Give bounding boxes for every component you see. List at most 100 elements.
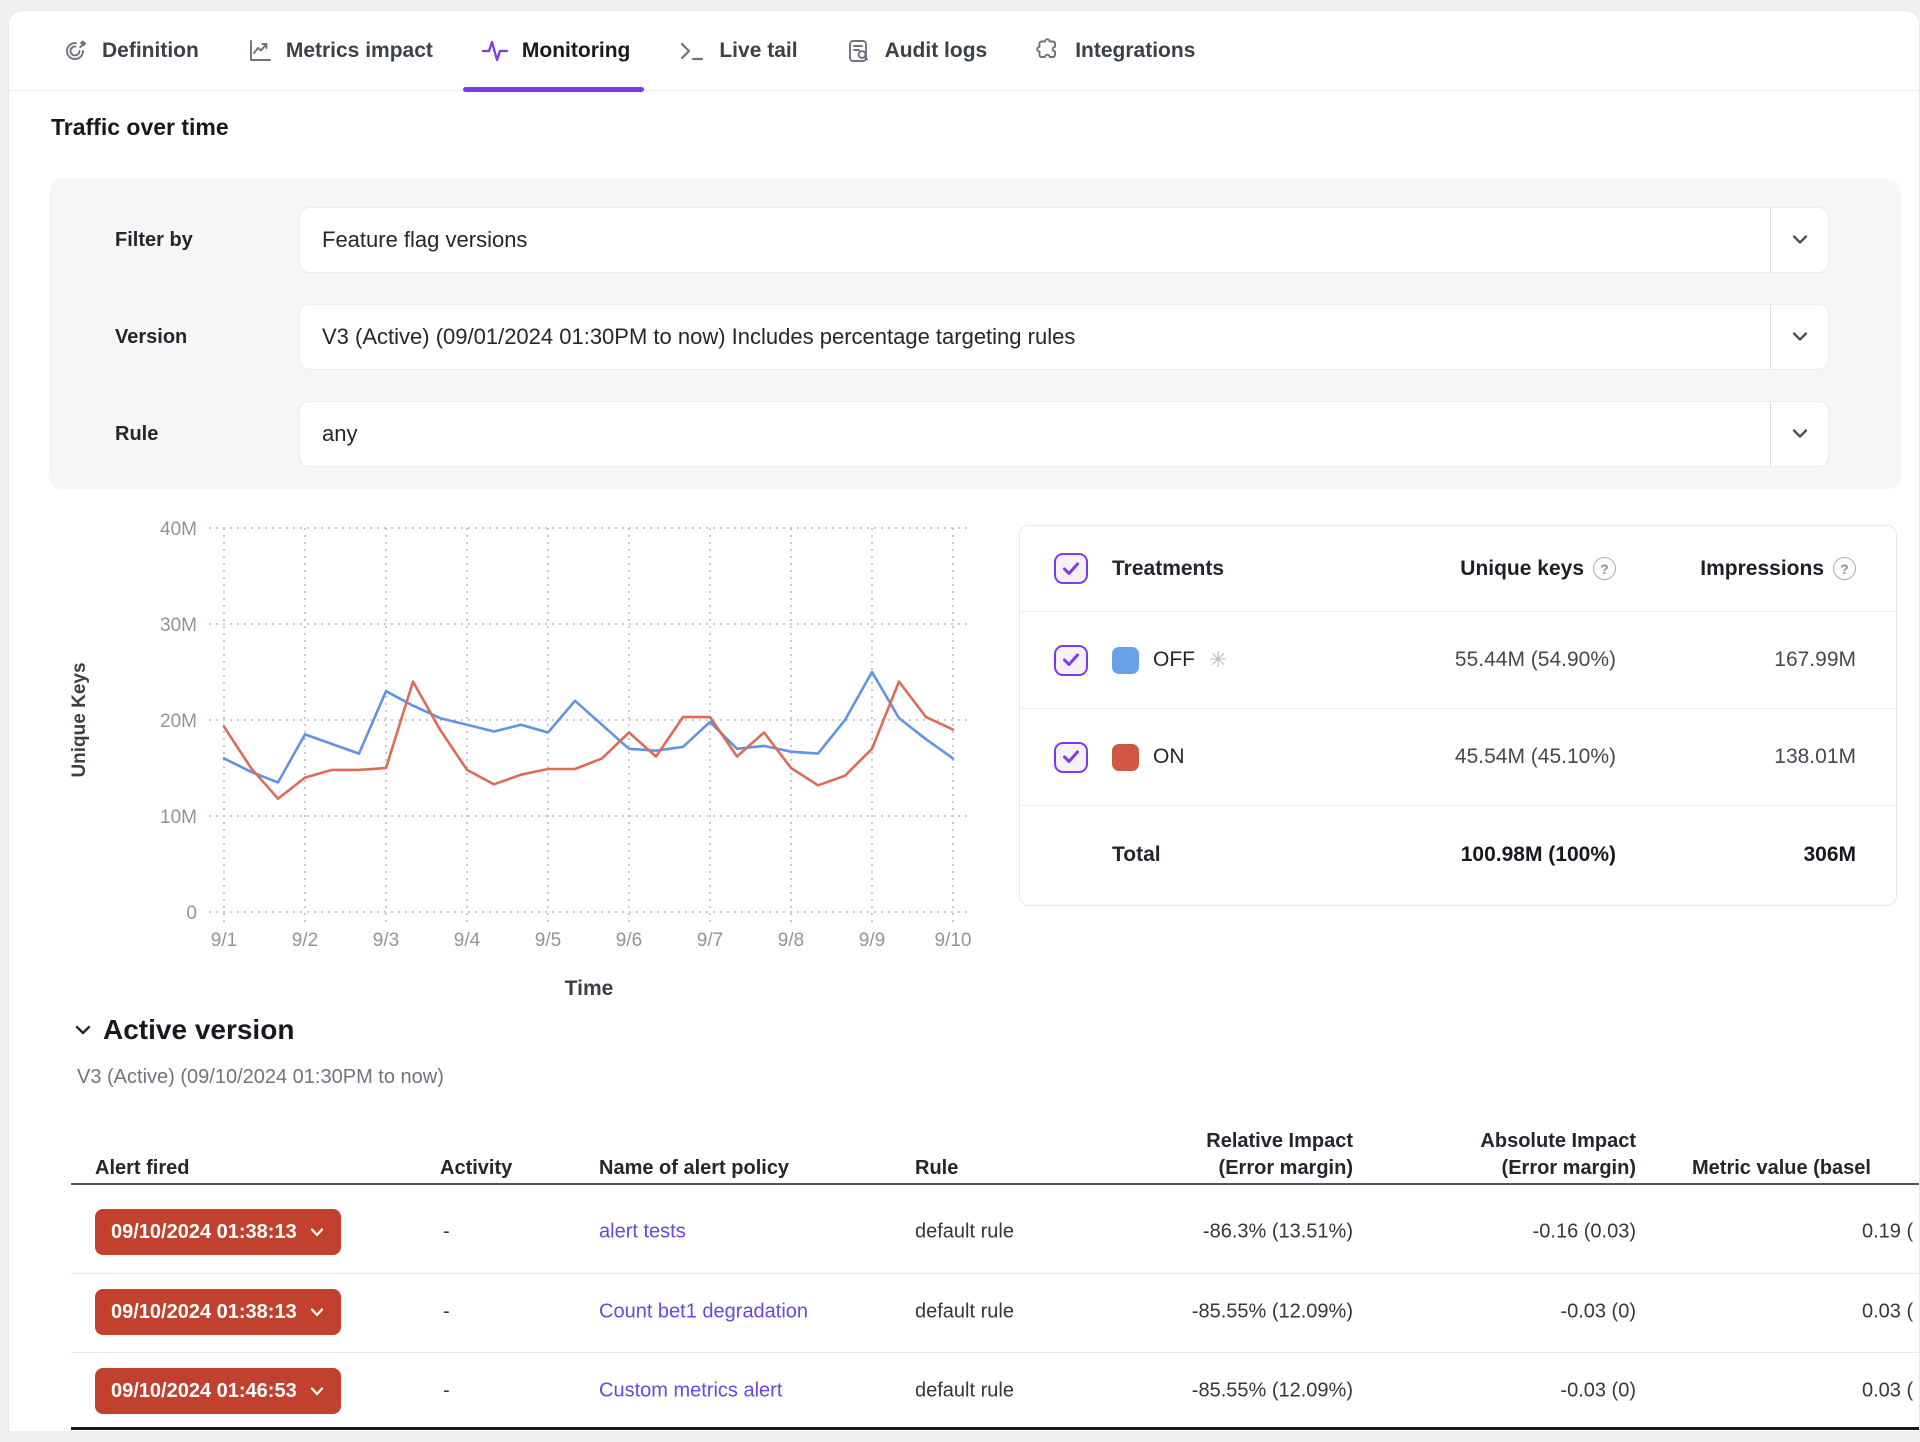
tab-live-tail[interactable]: Live tail (678, 11, 797, 90)
monitoring-icon (481, 38, 509, 64)
tab-audit-logs[interactable]: Audit logs (846, 11, 988, 90)
table-bottom-border (71, 1427, 1919, 1430)
unique-keys-value: 45.54M (45.10%) (1306, 745, 1616, 769)
y-tick-label: 40M (160, 519, 197, 540)
tab-label: Live tail (719, 39, 797, 63)
live-tail-icon (678, 38, 706, 64)
series-color-swatch (1112, 647, 1139, 674)
x-tick-label: 9/5 (535, 930, 561, 951)
active-version-header[interactable]: Active version (73, 1014, 294, 1046)
filter-panel: Filter by Feature flag versions Version V3 … (49, 179, 1901, 489)
chevron-down-icon (309, 1227, 325, 1238)
column-header-relative-impact: Relative Impact(Error margin) (1053, 1128, 1353, 1182)
alert-fired-timestamp: 09/10/2024 01:38:13 (111, 1221, 297, 1244)
rule-cell: default rule (915, 1301, 1014, 1324)
treatments-total-row: Total100.98M (100%)306M (1020, 806, 1896, 903)
alert-fired-badge[interactable]: 09/10/2024 01:46:53 (95, 1368, 341, 1414)
treatment-row-on: ON45.54M (45.10%)138.01M (1020, 709, 1896, 806)
tab-monitoring[interactable]: Monitoring (481, 11, 630, 90)
y-axis-title: Unique Keys (69, 662, 90, 777)
row-divider (71, 1352, 1919, 1353)
alert-policy-link[interactable]: alert tests (599, 1221, 686, 1244)
relative-impact-cell: -85.55% (12.09%) (1192, 1301, 1353, 1324)
treatment-checkbox[interactable] (1054, 645, 1088, 676)
column-header-absolute-impact: Absolute Impact(Error margin) (1336, 1128, 1636, 1182)
filter-label: Filter by (115, 207, 193, 273)
total-label: Total (1112, 843, 1306, 867)
rule-cell: default rule (915, 1221, 1014, 1244)
total-unique-keys: 100.98M (100%) (1306, 843, 1616, 867)
tab-metrics-impact[interactable]: Metrics impact (247, 11, 433, 90)
series-on-line (224, 682, 953, 799)
impressions-value: 167.99M (1616, 648, 1856, 672)
x-tick-label: 9/3 (373, 930, 399, 951)
filter-row-version: Version V3 (Active) (09/01/2024 01:30PM t… (49, 304, 1901, 370)
tab-integrations[interactable]: Integrations (1035, 11, 1195, 90)
selected-value: Feature flag versions (322, 227, 527, 253)
chevron-down-icon[interactable] (1770, 305, 1828, 369)
filter-by-select[interactable]: Feature flag versions (299, 207, 1829, 273)
alert-fired-badge[interactable]: 09/10/2024 01:38:13 (95, 1209, 341, 1255)
tab-label: Metrics impact (286, 39, 433, 63)
rule-select[interactable]: any (299, 401, 1829, 467)
alert-fired-badge[interactable]: 09/10/2024 01:38:13 (95, 1289, 341, 1335)
selected-value: V3 (Active) (09/01/2024 01:30PM to now) … (322, 324, 1075, 350)
metric-value-cell: 0.03 ( (1862, 1301, 1913, 1324)
selected-value: any (322, 421, 357, 447)
column-header-activity: Activity (440, 1155, 512, 1182)
version-select[interactable]: V3 (Active) (09/01/2024 01:30PM to now) … (299, 304, 1829, 370)
unique-keys-value: 55.44M (54.90%) (1306, 648, 1616, 672)
header-divider (71, 1183, 1919, 1185)
metric-value-cell: 0.19 ( (1862, 1221, 1913, 1244)
x-tick-label: 9/6 (616, 930, 642, 951)
chevron-down-icon (309, 1307, 325, 1318)
y-tick-label: 30M (160, 615, 197, 636)
help-icon[interactable]: ? (1593, 557, 1616, 580)
traffic-line-chart: 9/19/29/39/49/59/69/79/89/99/10010M20M30… (9, 489, 1009, 1034)
main-card: Definition Metrics impact Monitoring Live t… (8, 10, 1920, 1431)
metrics-impact-icon (247, 38, 273, 64)
total-impressions: 306M (1616, 843, 1856, 867)
impressions-column-header: Impressions (1700, 557, 1824, 581)
definition-icon (63, 38, 89, 64)
treatment-checkbox[interactable] (1054, 742, 1088, 773)
treatments-select-all-checkbox[interactable] (1054, 553, 1088, 584)
filter-label: Version (115, 304, 187, 370)
tab-definition[interactable]: Definition (63, 11, 199, 90)
column-header-name-of-alert-policy: Name of alert policy (599, 1155, 789, 1182)
rule-cell: default rule (915, 1380, 1014, 1403)
impressions-value: 138.01M (1616, 745, 1856, 769)
treatment-name: OFF (1153, 648, 1195, 672)
tab-label: Monitoring (522, 39, 630, 63)
y-tick-label: 0 (186, 903, 197, 924)
chevron-down-icon (73, 1023, 93, 1037)
absolute-impact-cell: -0.16 (0.03) (1533, 1221, 1636, 1244)
alert-policy-link[interactable]: Custom metrics alert (599, 1380, 782, 1403)
tab-bar: Definition Metrics impact Monitoring Live t… (9, 11, 1919, 91)
treatments-header-row: TreatmentsUnique keys?Impressions? (1020, 526, 1896, 612)
y-tick-label: 20M (160, 711, 197, 732)
x-tick-label: 9/4 (454, 930, 481, 951)
tab-label: Audit logs (885, 39, 988, 63)
filter-row-filter-by: Filter by Feature flag versions (49, 207, 1901, 273)
x-tick-label: 9/1 (211, 930, 237, 951)
metric-value-cell: 0.03 ( (1862, 1380, 1913, 1403)
alert-policy-link[interactable]: Count bet1 degradation (599, 1301, 808, 1324)
column-header-metric-value: Metric value (basel (1692, 1155, 1871, 1182)
relative-impact-cell: -86.3% (13.51%) (1203, 1221, 1353, 1244)
chevron-down-icon[interactable] (1770, 402, 1828, 466)
treatments-column-header: Treatments (1112, 557, 1306, 581)
activity-cell: - (443, 1380, 450, 1403)
x-tick-label: 9/10 (935, 930, 972, 951)
alerts-table: Alert firedActivityName of alert policyR… (9, 1091, 1919, 1442)
help-icon[interactable]: ? (1833, 557, 1856, 580)
integrations-icon (1035, 37, 1062, 64)
treatment-row-off: OFF ✳ 55.44M (54.90%)167.99M (1020, 612, 1896, 709)
chevron-down-icon[interactable] (1770, 208, 1828, 272)
tab-label: Definition (102, 39, 199, 63)
default-treatment-icon: ✳ (1209, 647, 1227, 673)
alert-fired-timestamp: 09/10/2024 01:46:53 (111, 1380, 297, 1403)
tab-label: Integrations (1075, 39, 1195, 63)
x-axis-title: Time (565, 977, 614, 1000)
x-tick-label: 9/9 (859, 930, 885, 951)
